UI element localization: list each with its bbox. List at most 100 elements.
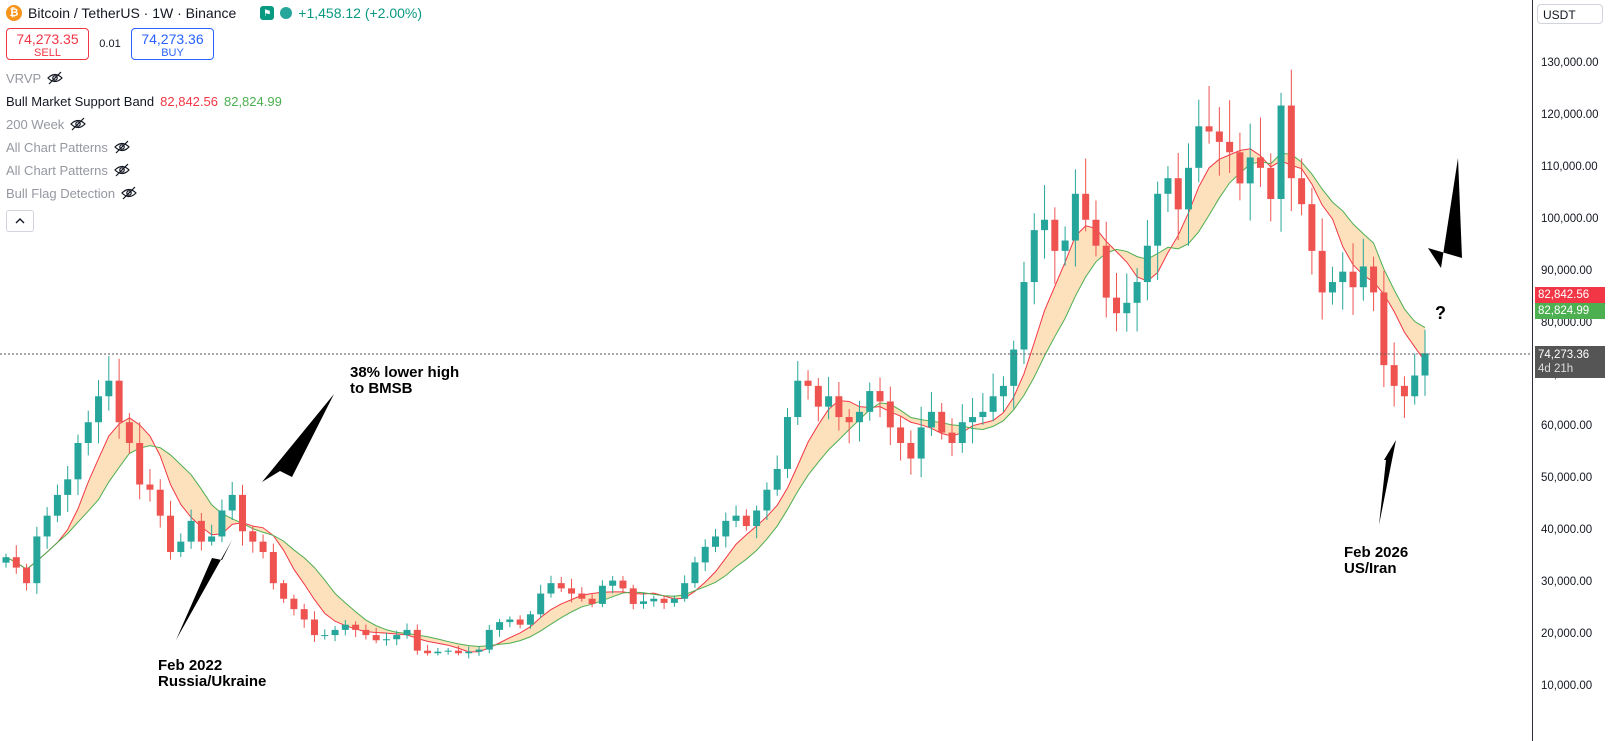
eye-hidden-icon[interactable]: [114, 162, 130, 178]
symbol-title[interactable]: Bitcoin / TetherUS · 1W · Binance: [28, 5, 237, 21]
market-open-icon: [280, 7, 293, 19]
price-change: +1,458.12 (+2.00%): [298, 5, 423, 21]
candle-body: [280, 583, 288, 599]
candle-body: [1226, 141, 1234, 153]
annotation-text: Feb 2026: [1344, 544, 1409, 561]
candle-countdown: 4d 21h: [1538, 363, 1574, 375]
candle-body: [1195, 126, 1203, 168]
candle-body: [1400, 385, 1408, 397]
price-tick: 110,000.00: [1541, 160, 1598, 173]
candle-body: [1256, 157, 1264, 168]
indicator-bmsb[interactable]: Bull Market Support Band 82,842.56 82,82…: [6, 92, 422, 110]
candle: [434, 647, 442, 656]
candle: [53, 484, 61, 523]
candle-body: [475, 649, 483, 652]
candle-body: [1236, 152, 1244, 184]
candle-body: [650, 598, 658, 602]
buy-button[interactable]: 74,273.36 BUY: [131, 28, 214, 60]
candle: [1236, 132, 1244, 201]
candle: [1061, 226, 1069, 266]
indicator-name: Bull Market Support Band: [6, 93, 155, 109]
annotation-text: Feb 2022: [158, 657, 223, 674]
candle: [290, 594, 298, 616]
price-tick: 40,000.00: [1541, 524, 1593, 537]
candle: [413, 624, 421, 655]
candle: [578, 587, 586, 602]
price-chart[interactable]: [0, 0, 1532, 741]
candle: [1041, 185, 1049, 259]
candle: [33, 526, 41, 594]
candle: [958, 404, 966, 453]
candle-body: [681, 583, 689, 599]
candle: [753, 505, 761, 539]
candle: [1030, 213, 1038, 305]
candle: [341, 620, 349, 636]
spread-value: 0.01: [99, 38, 121, 50]
candle: [866, 382, 874, 421]
collapse-legend-button[interactable]: [6, 210, 34, 232]
bmsb-upper-value: 82,842.56: [160, 93, 218, 109]
candle: [1082, 158, 1090, 232]
price-axis[interactable]: USDT 130,000.00 120,000.00 110,000.00 100,0…: [1532, 0, 1608, 741]
candle-body: [300, 609, 308, 620]
candle: [1215, 107, 1223, 176]
candle: [989, 373, 997, 422]
candle: [259, 534, 267, 559]
candle-body: [465, 651, 473, 654]
indicator-200-week[interactable]: 200 Week: [6, 115, 422, 133]
arrow-top-right: [1428, 158, 1462, 268]
candle-body: [1113, 297, 1121, 314]
candle-body: [907, 442, 915, 459]
indicator-vrvp[interactable]: VRVP: [6, 69, 422, 87]
candle: [12, 545, 20, 574]
annotation-feb2022: Feb 2022 Russia/Ukraine: [158, 658, 266, 690]
candle-body: [999, 385, 1007, 397]
candle: [372, 627, 380, 644]
candle-body: [1082, 193, 1090, 220]
candle-body: [763, 489, 771, 511]
chart-area[interactable]: 38% lower high to BMSB Feb 2022 Russia/U…: [0, 0, 1532, 741]
candle: [948, 418, 956, 457]
candle-body: [2, 557, 10, 563]
eye-hidden-icon[interactable]: [121, 185, 137, 201]
candle: [136, 422, 144, 500]
candle: [609, 576, 617, 594]
candle: [1308, 187, 1316, 275]
sell-button[interactable]: 74,273.35 SELL: [6, 28, 89, 60]
flag-icon[interactable]: ⚑: [260, 6, 275, 20]
candle-body: [660, 598, 668, 603]
indicator-chart-patterns-2[interactable]: All Chart Patterns: [6, 161, 422, 179]
candle: [650, 595, 658, 607]
candle: [105, 356, 113, 411]
candle-body: [1123, 302, 1131, 314]
candle: [1349, 243, 1357, 315]
candle-body: [33, 536, 41, 584]
indicator-chart-patterns-1[interactable]: All Chart Patterns: [6, 138, 422, 156]
indicator-bull-flag[interactable]: Bull Flag Detection: [6, 184, 422, 202]
currency-selector[interactable]: USDT: [1537, 4, 1603, 24]
sell-label: SELL: [34, 47, 61, 59]
candle: [568, 578, 576, 603]
candle: [1318, 218, 1326, 320]
candle: [835, 382, 843, 431]
candle: [146, 469, 154, 502]
candle: [1185, 143, 1192, 246]
candle-body: [1164, 178, 1172, 194]
eye-hidden-icon[interactable]: [70, 116, 87, 132]
chevron-up-icon: [15, 218, 25, 224]
bmsb-lower-tag: 82,824.99: [1535, 303, 1605, 319]
eye-hidden-icon[interactable]: [47, 70, 64, 86]
candle-body: [753, 510, 761, 527]
candle-body: [640, 601, 648, 604]
price-tick: 30,000.00: [1541, 576, 1593, 589]
candle-body: [105, 380, 113, 397]
candle-body: [259, 541, 267, 553]
candle-body: [1318, 250, 1326, 293]
candle-body: [249, 531, 257, 542]
candle-body: [609, 580, 617, 586]
candle: [280, 580, 288, 603]
candle: [670, 595, 678, 607]
eye-hidden-icon[interactable]: [114, 139, 130, 155]
candle: [640, 593, 648, 609]
candle-body: [393, 635, 401, 640]
